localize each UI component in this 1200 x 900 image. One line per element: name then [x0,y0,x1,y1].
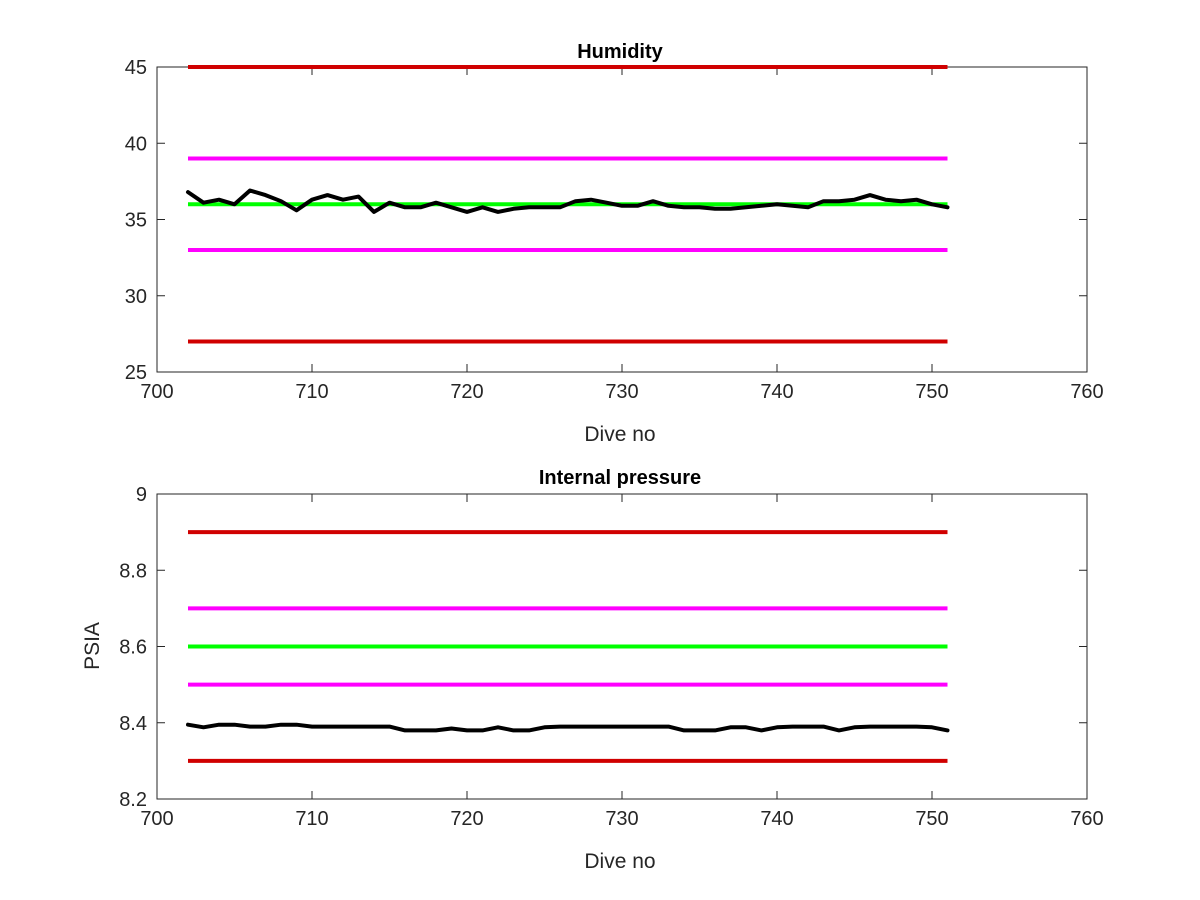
x-axis-label: Dive no [584,423,655,446]
x-tick-label: 700 [140,381,173,403]
y-axis-label: PSIA [81,622,104,670]
x-tick-label: 740 [760,808,793,830]
y-tick-label: 45 [125,57,147,79]
y-tick-label: 8.6 [119,637,147,659]
x-tick-label: 710 [295,808,328,830]
y-tick-label: 9 [136,484,147,506]
axes-box [156,66,1088,373]
y-tick-label: 8.8 [119,560,147,582]
y-tick-label: 40 [125,133,147,155]
series-line [186,188,950,214]
x-tick-label: 730 [605,808,638,830]
x-tick-label: 750 [915,808,948,830]
series-line [186,722,950,733]
humidity-panel: Humidity Dive no 700 710 720 730 740 750 760 25… [125,41,1104,446]
y-tick-label: 25 [125,362,147,384]
x-tick-label: 720 [450,381,483,403]
y-tick-label: 30 [125,286,147,308]
x-tick-label: 710 [295,381,328,403]
y-tick-label: 8.2 [119,789,147,811]
x-axis-label: Dive no [584,850,655,873]
x-tick-label: 720 [450,808,483,830]
x-tick-label: 750 [915,381,948,403]
x-tick-label: 760 [1070,381,1103,403]
x-tick-label: 760 [1070,808,1103,830]
y-tick-label: 8.4 [119,713,147,735]
y-tick-label: 35 [125,210,147,232]
x-tick-label: 700 [140,808,173,830]
chart-title: Internal pressure [539,467,701,489]
chart-title: Humidity [577,41,663,63]
x-tick-label: 740 [760,381,793,403]
internal-pressure-panel: Internal pressure Dive no PSIA 700 710 720… [81,467,1104,873]
x-tick-label: 730 [605,381,638,403]
